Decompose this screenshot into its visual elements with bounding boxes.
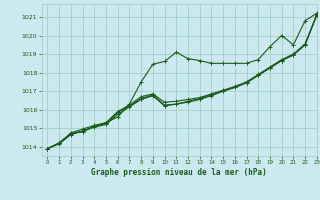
X-axis label: Graphe pression niveau de la mer (hPa): Graphe pression niveau de la mer (hPa): [91, 168, 267, 177]
